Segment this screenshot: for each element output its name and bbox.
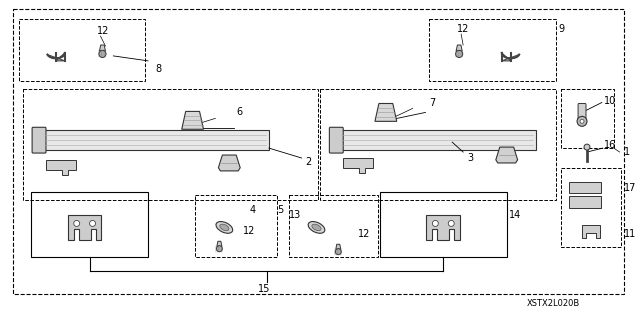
Ellipse shape [220, 224, 229, 231]
Bar [561, 168, 621, 247]
Bar [380, 192, 507, 257]
Polygon shape [336, 244, 340, 249]
Circle shape [456, 50, 463, 57]
FancyBboxPatch shape [32, 127, 46, 153]
FancyBboxPatch shape [578, 103, 586, 119]
Bar [195, 195, 277, 257]
Circle shape [448, 220, 454, 226]
Bar [339, 130, 536, 150]
Polygon shape [217, 241, 222, 246]
Text: 2: 2 [305, 157, 312, 167]
Text: 12: 12 [97, 26, 109, 36]
Ellipse shape [308, 221, 325, 233]
Bar [13, 9, 623, 294]
Circle shape [577, 116, 587, 126]
Bar [321, 89, 556, 200]
Circle shape [74, 220, 79, 226]
Bar [23, 89, 319, 200]
Bar [289, 195, 378, 257]
Text: 5: 5 [277, 204, 283, 215]
Polygon shape [182, 111, 204, 129]
Bar [19, 19, 145, 81]
Circle shape [216, 246, 222, 252]
Text: 3: 3 [467, 153, 473, 163]
Ellipse shape [216, 221, 233, 233]
Bar [429, 19, 556, 81]
Polygon shape [426, 214, 460, 240]
Polygon shape [496, 147, 518, 163]
Text: 11: 11 [623, 229, 636, 239]
Circle shape [433, 220, 438, 226]
Ellipse shape [312, 224, 321, 231]
Text: 17: 17 [623, 183, 636, 193]
Bar [31, 192, 148, 257]
Circle shape [584, 144, 590, 150]
Polygon shape [343, 158, 373, 173]
Polygon shape [582, 225, 600, 238]
Text: XSTX2L020B: XSTX2L020B [527, 299, 580, 308]
Bar [569, 182, 601, 193]
Polygon shape [375, 103, 397, 121]
FancyBboxPatch shape [330, 127, 343, 153]
Circle shape [90, 220, 95, 226]
Polygon shape [456, 45, 462, 51]
Text: 10: 10 [604, 95, 616, 106]
Polygon shape [46, 160, 76, 175]
Text: 8: 8 [155, 64, 161, 74]
Text: 13: 13 [289, 210, 301, 219]
Text: 14: 14 [509, 210, 521, 219]
Text: 12: 12 [457, 24, 470, 34]
Polygon shape [502, 53, 519, 61]
Polygon shape [68, 214, 102, 240]
Polygon shape [47, 53, 65, 61]
Text: 16: 16 [604, 140, 616, 150]
Text: 4: 4 [249, 204, 255, 215]
Bar [41, 130, 269, 150]
Text: 1: 1 [623, 147, 630, 157]
Circle shape [580, 119, 584, 123]
Bar [569, 196, 601, 208]
Text: 6: 6 [236, 108, 243, 117]
Text: 12: 12 [358, 229, 371, 239]
Text: 9: 9 [558, 24, 564, 34]
Circle shape [99, 50, 106, 57]
Text: 15: 15 [258, 284, 270, 294]
Bar [561, 89, 614, 148]
Text: 12: 12 [243, 226, 255, 236]
Polygon shape [99, 45, 106, 51]
Circle shape [335, 249, 341, 255]
Text: 7: 7 [429, 98, 436, 108]
Polygon shape [218, 155, 240, 171]
